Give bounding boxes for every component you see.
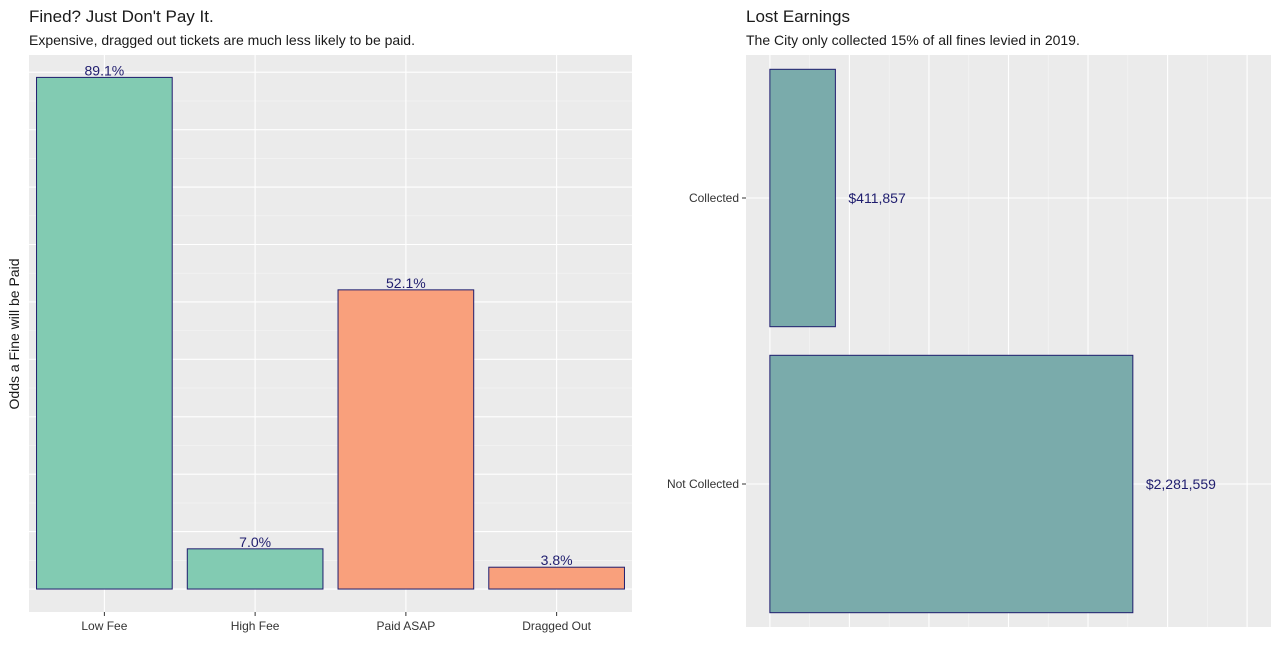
- x-tick-label: High Fee: [231, 619, 280, 633]
- right-bars: $411,857 $2,281,559: [769, 68, 1216, 614]
- bar-collected: [769, 68, 836, 328]
- left-x-ticks: Low Fee High Fee Paid ASAP Dragged Out: [81, 612, 592, 633]
- bar-data-label: 89.1%: [85, 62, 125, 78]
- bar-data-label: 3.8%: [541, 552, 573, 568]
- bar-data-label: $2,281,559: [1146, 476, 1216, 492]
- bar-low-fee: [36, 76, 173, 590]
- x-tick-label: Dragged Out: [522, 619, 591, 633]
- left-chart-title: Fined? Just Don't Pay It.: [29, 7, 214, 26]
- bar-data-label: $411,857: [848, 190, 906, 206]
- left-chart: Fined? Just Don't Pay It. Expensive, dra…: [6, 7, 632, 633]
- bar-high-fee: [186, 548, 324, 590]
- bar-paid-asap: [337, 289, 475, 590]
- right-chart-subtitle: The City only collected 15% of all fines…: [746, 32, 1080, 48]
- right-chart: Lost Earnings The City only collected 15…: [667, 7, 1271, 627]
- y-tick-label: Collected: [689, 191, 739, 205]
- bar-not-collected: [769, 354, 1134, 614]
- left-y-axis-label: Odds a Fine will be Paid: [6, 259, 22, 410]
- right-chart-title: Lost Earnings: [746, 7, 850, 26]
- bar-data-label: 52.1%: [386, 275, 426, 291]
- left-bars: 89.1% 7.0% 52.1% 3.8%: [36, 62, 625, 590]
- bar-data-label: 7.0%: [239, 534, 271, 550]
- right-y-ticks: Collected Not Collected: [667, 191, 746, 491]
- x-tick-label: Paid ASAP: [377, 619, 436, 633]
- x-tick-label: Low Fee: [81, 619, 127, 633]
- left-chart-subtitle: Expensive, dragged out tickets are much …: [29, 32, 415, 48]
- bar-dragged-out: [488, 566, 625, 590]
- y-tick-label: Not Collected: [667, 477, 739, 491]
